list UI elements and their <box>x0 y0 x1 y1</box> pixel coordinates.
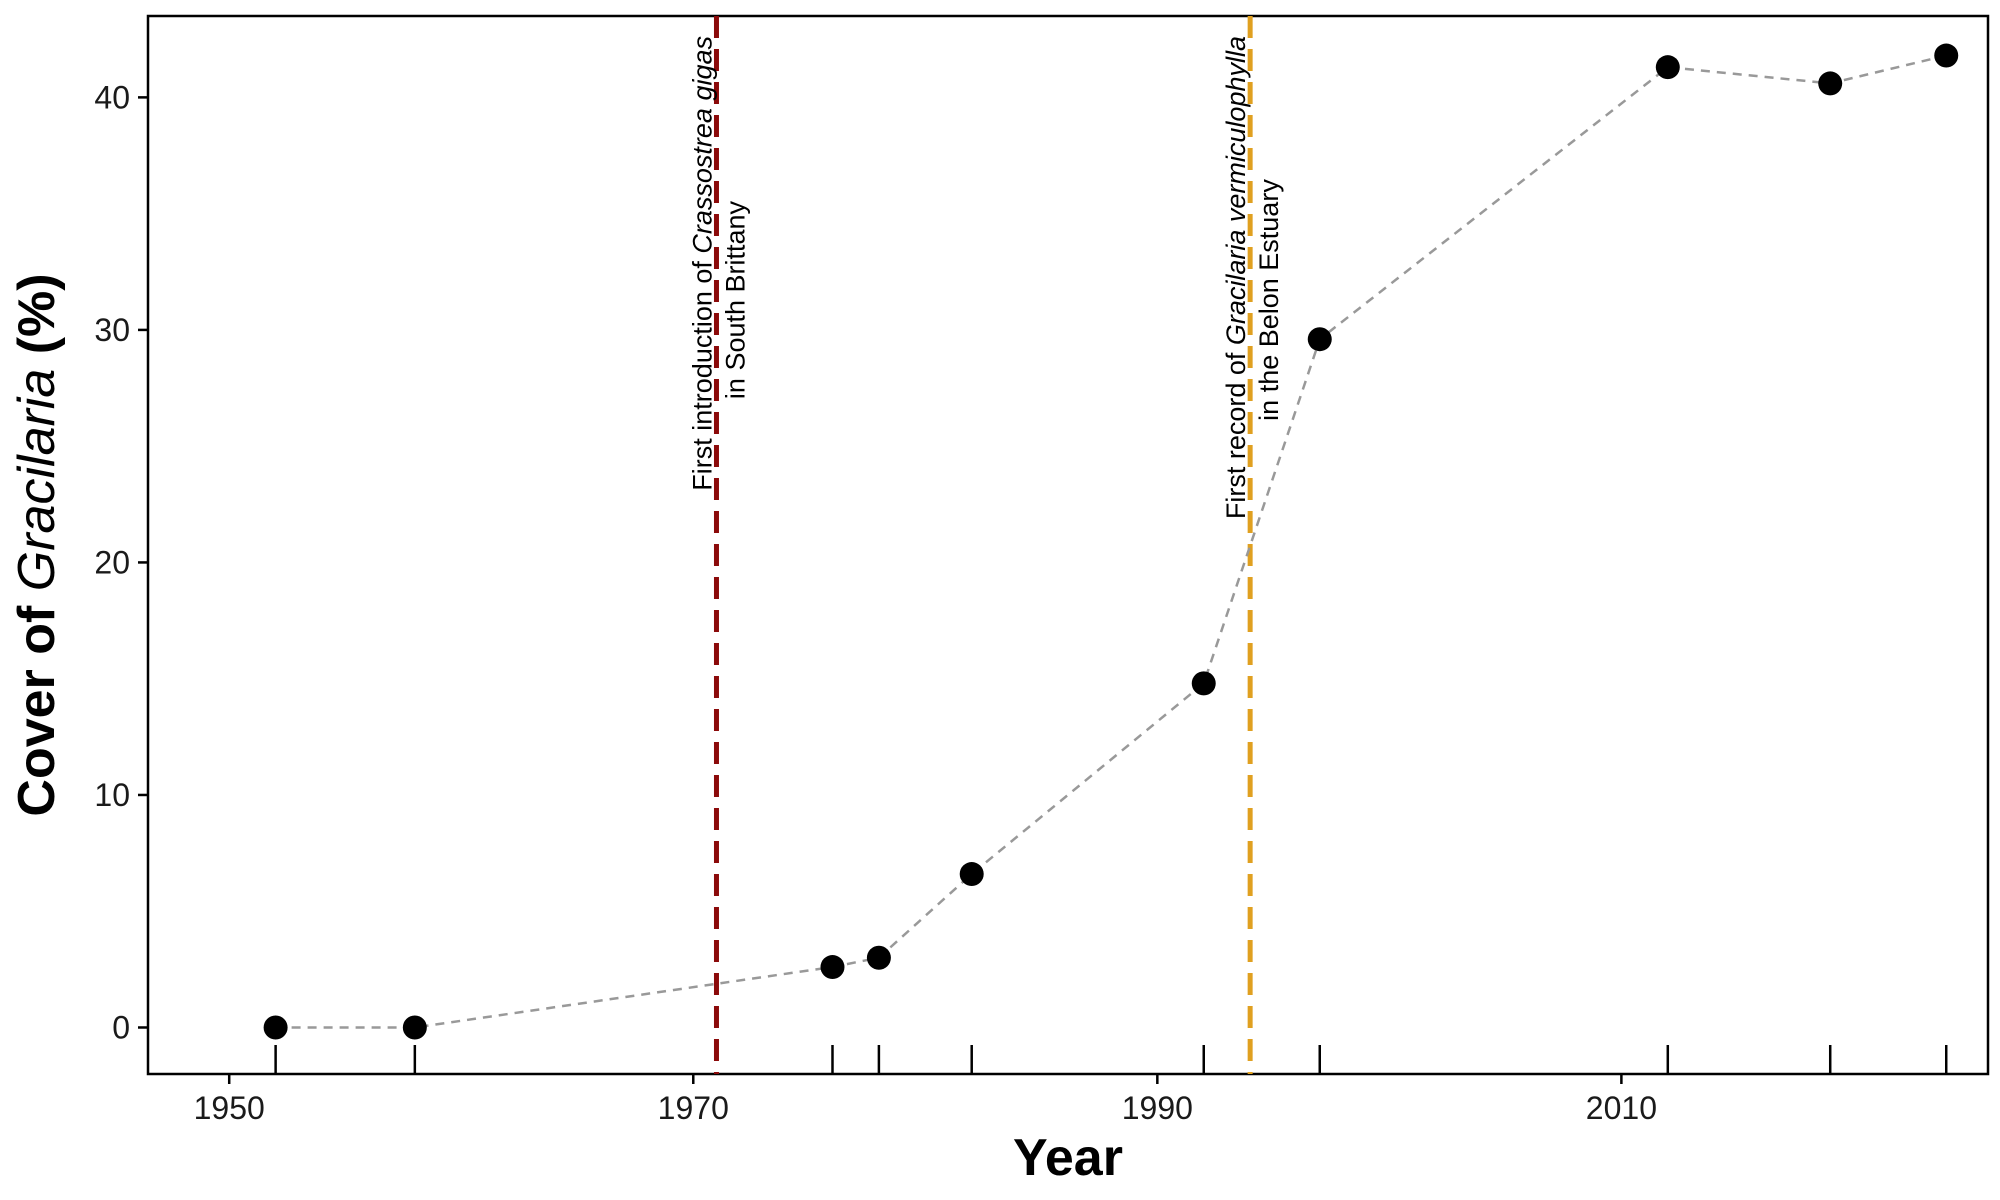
event-label-2-line-2: in the Belon Estuary <box>1254 179 1284 421</box>
data-point-10 <box>1934 43 1959 68</box>
event-label-2-segment-1-1: First record of <box>1221 345 1251 519</box>
event-label-1-segment-1-1: First introduction of <box>687 254 717 491</box>
data-point-1 <box>263 1015 288 1040</box>
event-layer: First introduction of Crassostrea gigasi… <box>687 16 1284 1074</box>
data-point-6 <box>1191 671 1216 696</box>
x-tick-label-2: 1970 <box>658 1090 729 1126</box>
y-axis-title-suffix: (%) <box>8 273 66 368</box>
x-tick-label-1: 1950 <box>194 1090 265 1126</box>
event-label-1-segment-1-2: Crassostrea gigas <box>687 36 717 254</box>
rug-layer <box>274 1045 1948 1074</box>
event-label-2-segment-2-1: in the Belon Estuary <box>1254 179 1284 421</box>
event-label-1-line-2: in South Brittany <box>720 200 750 399</box>
x-tick-label-4: 2010 <box>1586 1090 1657 1126</box>
connector-line <box>275 54 1947 1029</box>
x-tick-label-3: 1990 <box>1122 1090 1193 1126</box>
data-point-9 <box>1818 71 1843 96</box>
y-tick-label-5: 40 <box>94 79 130 115</box>
y-tick-label-4: 30 <box>94 312 130 348</box>
y-axis-title: Cover of Gracilaria (%) <box>8 273 66 816</box>
data-point-8 <box>1655 55 1680 80</box>
point-layer <box>263 43 1959 1040</box>
x-axis-title: Year <box>1013 1129 1123 1187</box>
data-point-5 <box>959 862 984 887</box>
y-axis-title-prefix: Cover of <box>8 591 66 816</box>
event-label-1-segment-2-1: in South Brittany <box>720 200 750 399</box>
data-point-3 <box>820 955 845 980</box>
y-tick-label-1: 0 <box>112 1009 130 1045</box>
event-label-2-segment-1-2: Gracilaria vermiculophylla <box>1221 36 1251 345</box>
axis-layer: 1950 1970 1990 2010 0 10 20 30 40 <box>94 79 1657 1126</box>
plot-panel <box>146 14 1990 1076</box>
data-point-7 <box>1307 327 1332 352</box>
y-tick-label-3: 20 <box>94 544 130 580</box>
event-label-2-line-1: First record of Gracilaria vermiculophyl… <box>1221 36 1251 519</box>
y-axis-title-italic: Gracilaria <box>8 369 66 592</box>
data-point-4 <box>866 945 891 970</box>
data-point-2 <box>402 1015 427 1040</box>
y-tick-label-2: 10 <box>94 777 130 813</box>
event-label-1-line-1: First introduction of Crassostrea gigas <box>687 36 717 491</box>
